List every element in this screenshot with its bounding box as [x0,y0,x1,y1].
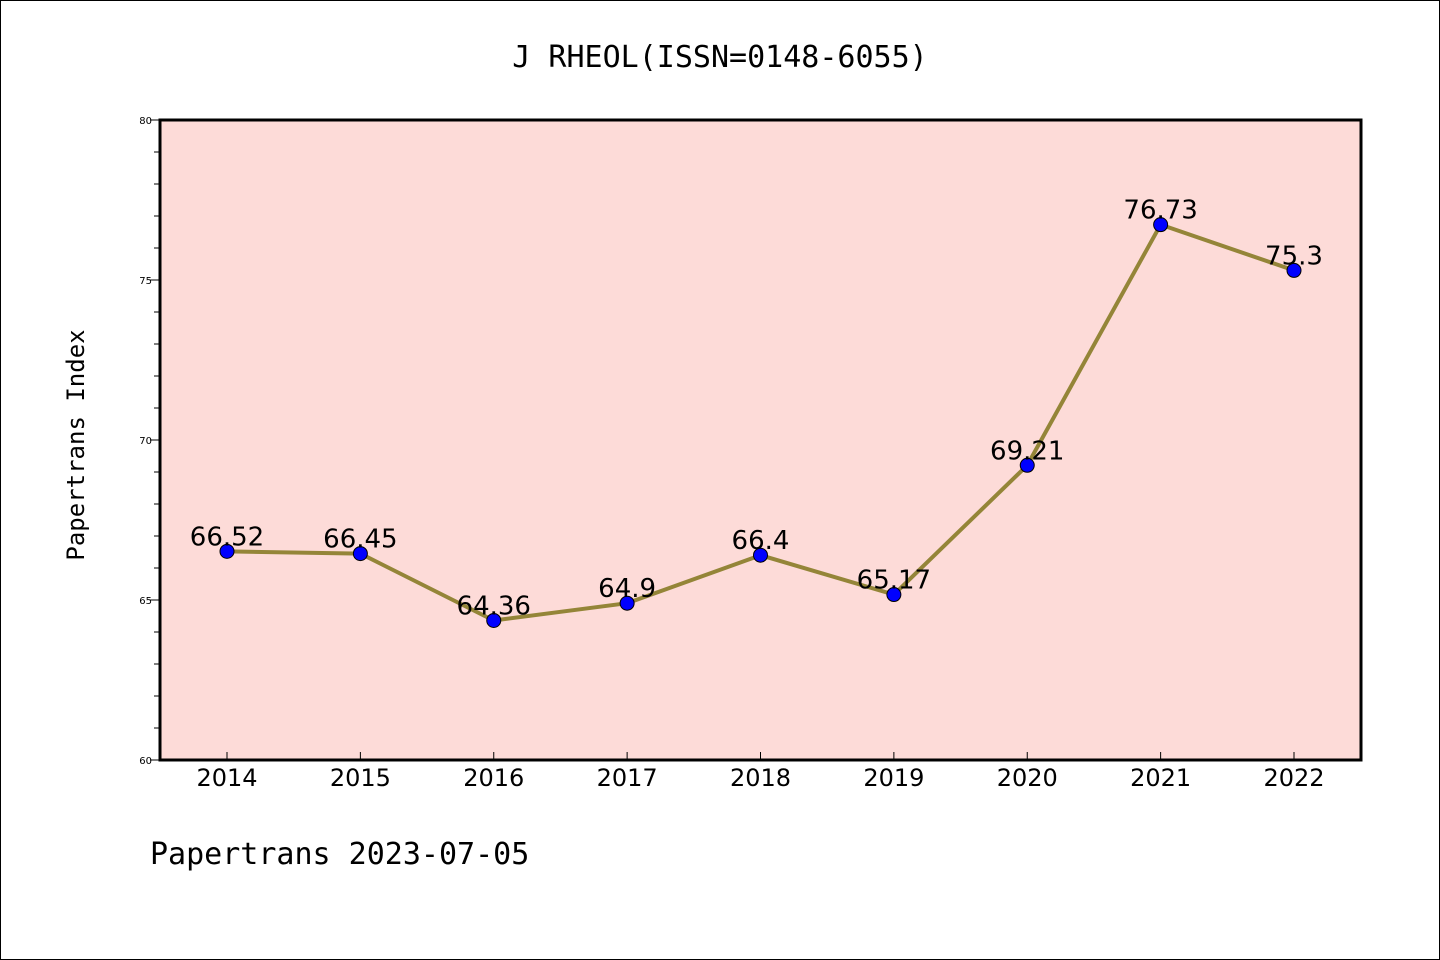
chart-title: J RHEOL(ISSN=0148-6055) [512,40,927,75]
data-label: 64.36 [457,591,531,621]
series-line-group [219,217,1302,628]
y-axis-label: Papertrans Index [62,329,90,560]
data-point-marker [886,587,902,603]
data-point-marker [352,546,368,562]
data-label: 66.52 [190,522,264,552]
data-label: 76.73 [1123,196,1197,226]
x-tick-label: 2018 [730,764,791,792]
y-tick-label: 70 [139,436,152,447]
y-tick-label: 80 [139,116,152,127]
footer-text: Papertrans 2023-07-05 [150,837,529,872]
data-labels: 66.52 66.45 64.36 64.9 66.4 65.17 69.21 76.73 75… [190,196,1323,622]
data-label: 66.4 [732,526,790,556]
data-point-marker [1286,262,1302,278]
data-label: 75.3 [1265,241,1323,271]
x-tick-label: 2022 [1263,764,1324,792]
x-tick-label: 2016 [463,764,524,792]
y-tick-label: 60 [139,756,152,767]
x-tick-label: 2017 [597,764,658,792]
y-axis: 60 65 70 75 80 [139,116,160,767]
x-tick-label: 2021 [1130,764,1191,792]
data-point-marker [219,543,235,559]
data-label: 65.17 [857,566,931,596]
data-label: 66.45 [323,525,397,555]
data-point-marker [1019,457,1035,473]
data-point-marker [486,612,502,628]
x-axis: 2014 2015 2016 2017 2018 2019 2020 2021 2022 [196,752,1325,792]
x-tick-label: 2020 [997,764,1058,792]
data-point-marker [753,547,768,563]
x-tick-label: 2015 [330,764,391,792]
data-label: 64.9 [598,574,656,604]
x-tick-label: 2019 [863,764,924,792]
data-label: 69.21 [990,436,1064,466]
y-tick-label: 65 [139,596,152,607]
data-point-marker [619,595,635,611]
x-tick-label: 2014 [196,764,257,792]
data-point-marker [1153,217,1169,233]
y-tick-label: 75 [139,276,152,287]
